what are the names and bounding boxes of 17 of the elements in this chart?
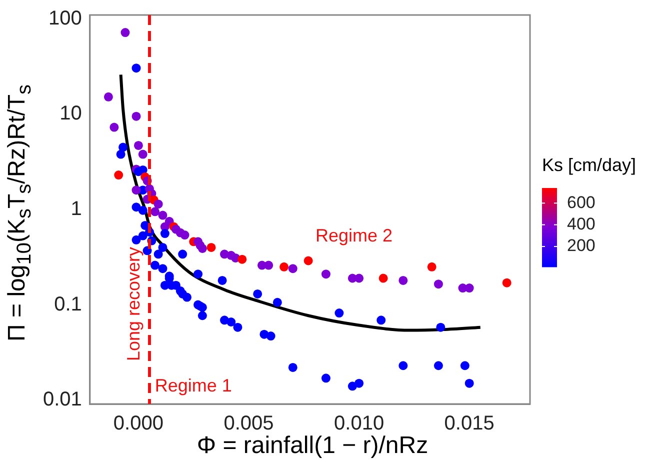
- color-bar-label: 400: [567, 214, 596, 234]
- x-tick-label: 0.005: [224, 412, 274, 435]
- annotation: Regime 2: [315, 226, 392, 246]
- x-tick-label: 0.000: [113, 412, 164, 435]
- y-tick-label: 0.1: [54, 293, 82, 316]
- color-bar-label: 600: [567, 192, 596, 212]
- y-tick-label: 100: [48, 7, 82, 30]
- y-tick-label: 0.01: [42, 388, 82, 411]
- y-tick-label: 1: [70, 198, 82, 220]
- x-tick-label: 0.015: [444, 412, 494, 435]
- x-tick-label: 0.010: [334, 412, 384, 435]
- annotation: Regime 1: [154, 375, 232, 396]
- color-bar-title: Ks [cm/day]: [542, 154, 636, 175]
- x-axis-title: Φ = rainfall(1 − r)/nRz: [196, 432, 428, 459]
- color-bar-label: 200: [567, 236, 596, 256]
- ref-line-label: Long recovery: [123, 246, 144, 362]
- y-tick-label: 10: [60, 102, 82, 125]
